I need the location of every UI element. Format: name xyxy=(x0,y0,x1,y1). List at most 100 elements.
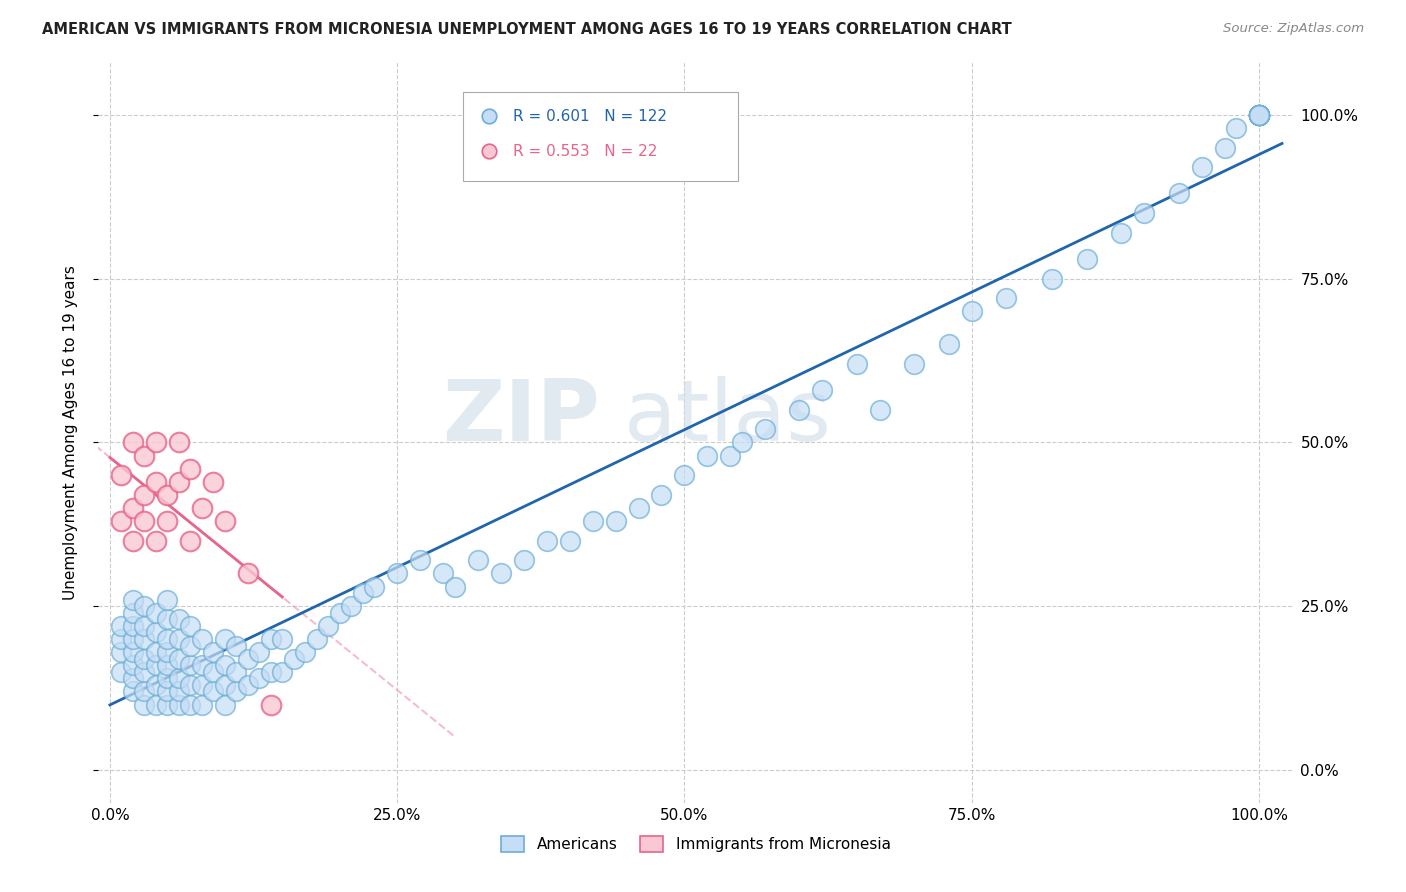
Point xyxy=(122,658,145,673)
Point xyxy=(156,612,179,626)
Point xyxy=(214,678,236,692)
Point xyxy=(260,632,283,646)
Point xyxy=(1191,161,1213,175)
Text: R = 0.601   N = 122: R = 0.601 N = 122 xyxy=(513,109,666,124)
Point xyxy=(167,612,190,626)
Point xyxy=(202,475,225,489)
Point xyxy=(214,658,236,673)
Point xyxy=(1247,108,1270,122)
Point xyxy=(363,580,385,594)
Point xyxy=(122,632,145,646)
Text: atlas: atlas xyxy=(624,376,832,459)
Point xyxy=(134,619,156,633)
Point xyxy=(134,449,156,463)
Point xyxy=(903,357,925,371)
Point xyxy=(191,698,214,712)
Point xyxy=(720,449,742,463)
Point xyxy=(938,337,960,351)
Point xyxy=(156,632,179,646)
Point xyxy=(134,599,156,614)
Point xyxy=(179,698,201,712)
Point xyxy=(236,566,259,581)
Point xyxy=(474,186,496,201)
Y-axis label: Unemployment Among Ages 16 to 19 years: Unemployment Among Ages 16 to 19 years xyxy=(63,265,77,600)
Point xyxy=(167,651,190,665)
Point xyxy=(167,475,190,489)
Point xyxy=(122,435,145,450)
Point xyxy=(1076,252,1098,266)
Point xyxy=(605,514,627,528)
Point xyxy=(247,645,270,659)
Point xyxy=(409,553,432,567)
Point xyxy=(134,651,156,665)
Text: ZIP: ZIP xyxy=(443,376,600,459)
Point xyxy=(145,435,167,450)
Point xyxy=(558,533,581,548)
Point xyxy=(122,533,145,548)
Point xyxy=(1133,206,1156,220)
Point xyxy=(167,435,190,450)
Point xyxy=(156,671,179,685)
Point xyxy=(145,678,167,692)
Point xyxy=(156,698,179,712)
Point xyxy=(156,645,179,659)
Point xyxy=(960,304,983,318)
Point xyxy=(1247,108,1270,122)
Point xyxy=(627,500,650,515)
Point xyxy=(650,488,672,502)
Point xyxy=(581,514,603,528)
Point xyxy=(283,651,305,665)
Point xyxy=(340,599,363,614)
Point xyxy=(789,402,811,417)
Point xyxy=(696,449,718,463)
Point xyxy=(122,684,145,698)
Point xyxy=(156,658,179,673)
Point xyxy=(145,625,167,640)
Point xyxy=(167,671,190,685)
Point xyxy=(202,684,225,698)
Text: AMERICAN VS IMMIGRANTS FROM MICRONESIA UNEMPLOYMENT AMONG AGES 16 TO 19 YEARS CO: AMERICAN VS IMMIGRANTS FROM MICRONESIA U… xyxy=(42,22,1012,37)
Point xyxy=(214,514,236,528)
Point xyxy=(145,475,167,489)
Point xyxy=(191,632,214,646)
Point xyxy=(385,566,409,581)
Point xyxy=(225,639,247,653)
Point xyxy=(247,671,270,685)
Point xyxy=(352,586,374,600)
Point xyxy=(191,678,214,692)
Point xyxy=(110,645,132,659)
Point xyxy=(191,658,214,673)
Point xyxy=(156,592,179,607)
Point xyxy=(167,632,190,646)
Point xyxy=(110,632,132,646)
Point xyxy=(1213,140,1236,154)
Point xyxy=(443,580,465,594)
Point xyxy=(512,553,534,567)
Point xyxy=(467,553,489,567)
Point xyxy=(260,665,283,679)
Point xyxy=(145,533,167,548)
Point xyxy=(1247,108,1270,122)
Point xyxy=(271,632,294,646)
Point xyxy=(145,645,167,659)
Point xyxy=(1247,108,1270,122)
Point xyxy=(179,678,201,692)
Point xyxy=(1247,108,1270,122)
Point xyxy=(329,606,352,620)
Point xyxy=(202,645,225,659)
Point xyxy=(202,665,225,679)
Point xyxy=(134,665,156,679)
Point xyxy=(673,468,696,483)
Point xyxy=(811,383,834,397)
Point xyxy=(845,357,868,371)
Point xyxy=(122,671,145,685)
Point xyxy=(1225,120,1247,135)
Point xyxy=(134,698,156,712)
Point xyxy=(214,632,236,646)
Point xyxy=(995,291,1018,305)
Point xyxy=(145,698,167,712)
Point xyxy=(305,632,328,646)
Point xyxy=(179,619,201,633)
Point xyxy=(754,422,776,436)
Point xyxy=(1247,108,1270,122)
